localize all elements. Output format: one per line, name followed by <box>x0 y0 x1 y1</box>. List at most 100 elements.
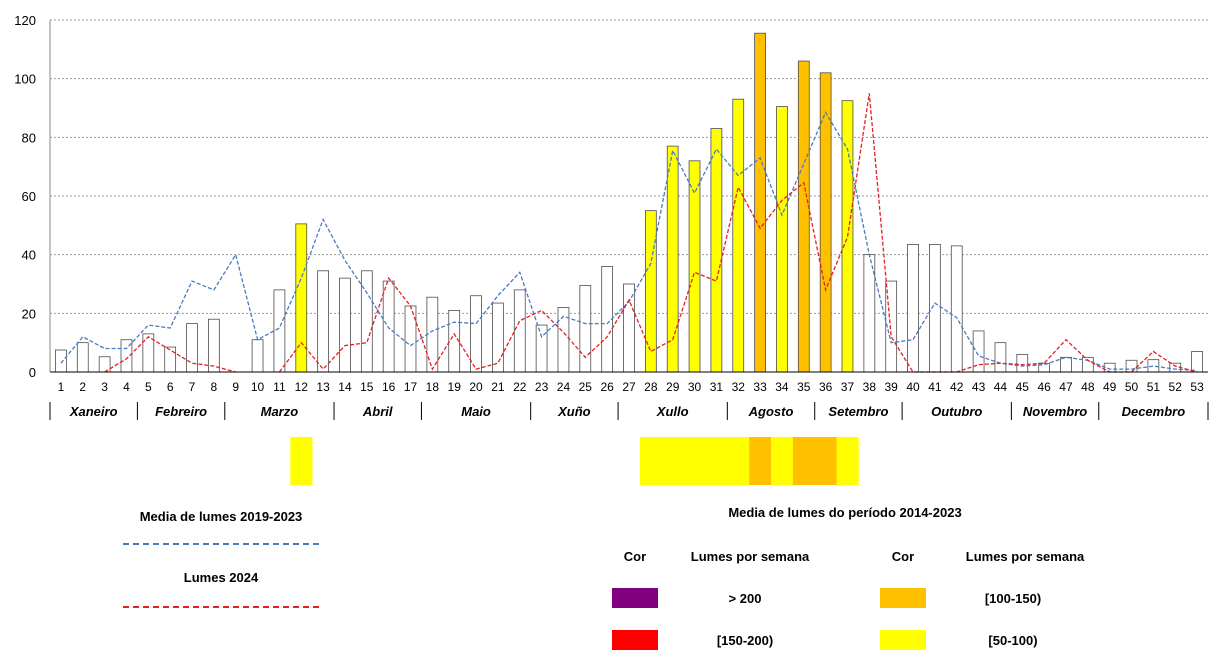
avg-2019-2023-line <box>60 110 1198 372</box>
x-tick-label: 3 <box>101 380 108 394</box>
bar <box>470 295 482 373</box>
strip-cell <box>705 437 728 485</box>
month-label: Agosto <box>748 404 794 419</box>
col-lumes-1: Lumes por semana <box>690 549 810 564</box>
x-tick-label: 12 <box>295 380 309 394</box>
bar <box>623 283 635 373</box>
bar <box>251 339 264 373</box>
y-tick-label: 20 <box>22 306 36 321</box>
col-cor-1: Cor <box>623 549 647 564</box>
x-tick-label: 29 <box>666 380 680 394</box>
month-label: Novembro <box>1023 404 1087 419</box>
bar <box>994 342 1007 373</box>
swatch-red <box>612 630 658 650</box>
x-tick-label: 50 <box>1125 380 1139 394</box>
bar <box>404 305 417 373</box>
bar <box>535 324 548 373</box>
month-label: Abril <box>362 404 393 419</box>
y-tick-label: 0 <box>29 365 36 380</box>
x-tick-label: 5 <box>145 380 152 394</box>
bar <box>317 270 329 373</box>
bar <box>360 270 373 373</box>
range-100-150: [100-150) <box>984 591 1042 606</box>
bar <box>164 346 177 373</box>
col-lumes-2: Lumes por semana <box>965 549 1085 564</box>
bar <box>710 128 723 373</box>
month-label: Decembro <box>1122 404 1186 419</box>
x-tick-label: 38 <box>863 380 877 394</box>
bar <box>1191 351 1203 373</box>
y-tick-label: 100 <box>14 72 36 87</box>
x-tick-label: 7 <box>189 380 196 394</box>
strip-cell <box>683 437 706 485</box>
x-tick-label: 8 <box>211 380 218 394</box>
line-series <box>60 93 1198 373</box>
strip-cell <box>727 437 750 485</box>
bar <box>644 210 657 373</box>
x-tick-label: 17 <box>404 380 418 394</box>
y-tick-label: 40 <box>22 248 36 263</box>
x-tick-label: 46 <box>1037 380 1051 394</box>
x-tick-label: 39 <box>885 380 899 394</box>
x-tick-label: 19 <box>448 380 462 394</box>
x-tick-label: 41 <box>928 380 942 394</box>
x-tick-label: 10 <box>251 380 265 394</box>
strip-cell <box>771 437 794 485</box>
legend-2024-title: Lumes 2024 <box>183 570 259 585</box>
x-tick-label: 44 <box>994 380 1008 394</box>
x-tick-label: 31 <box>710 380 724 394</box>
x-tick-label: 49 <box>1103 380 1117 394</box>
x-tick-label: 43 <box>972 380 986 394</box>
bar <box>732 98 745 373</box>
x-tick-label: 33 <box>753 380 767 394</box>
bar <box>98 356 111 373</box>
x-tick-label: 51 <box>1147 380 1161 394</box>
bar <box>295 223 308 373</box>
bar <box>513 289 526 373</box>
legend-avg-title: Media de lumes 2019-2023 <box>139 509 303 524</box>
bar <box>76 342 89 373</box>
x-tick-label: 27 <box>622 380 636 394</box>
x-tick-label: 21 <box>491 380 505 394</box>
x-tick-label: 9 <box>232 380 239 394</box>
bar <box>1125 359 1138 373</box>
strip-cell <box>639 437 663 485</box>
x-tick-label: 26 <box>600 380 614 394</box>
month-label: Maio <box>461 404 491 419</box>
bar <box>776 106 788 373</box>
strip-cell <box>792 437 816 485</box>
x-tick-label: 32 <box>732 380 746 394</box>
x-tick-label: 20 <box>469 380 483 394</box>
strip-cell <box>836 437 859 485</box>
bar <box>1016 353 1029 373</box>
x-tick-label: 13 <box>316 380 330 394</box>
range-50-100: [50-100) <box>988 633 1038 648</box>
x-tick-label: 40 <box>906 380 920 394</box>
x-tick-label: 18 <box>426 380 440 394</box>
x-tick-label: 4 <box>123 380 130 394</box>
bar <box>579 285 592 373</box>
x-tick-label: 37 <box>841 380 855 394</box>
x-tick-label: 24 <box>557 380 571 394</box>
bar <box>1103 362 1116 373</box>
bar <box>492 302 504 373</box>
month-label: Setembro <box>828 404 888 419</box>
month-label: Xaneiro <box>69 404 118 419</box>
strip-cell <box>749 437 772 485</box>
x-tick-label: 48 <box>1081 380 1095 394</box>
lumes-2024-line <box>104 93 1198 373</box>
col-cor-2: Cor <box>891 549 915 564</box>
bar <box>382 280 395 373</box>
bar <box>754 32 766 373</box>
bar <box>907 243 919 373</box>
month-label: Xuño <box>557 404 591 419</box>
x-tick-label: 2 <box>79 380 86 394</box>
strip-cell <box>290 437 313 485</box>
x-tick-label: 25 <box>579 380 593 394</box>
x-tick-label: 42 <box>950 380 964 394</box>
bar <box>186 323 198 373</box>
x-tick-label: 14 <box>338 380 352 394</box>
month-label: Outubro <box>931 404 982 419</box>
